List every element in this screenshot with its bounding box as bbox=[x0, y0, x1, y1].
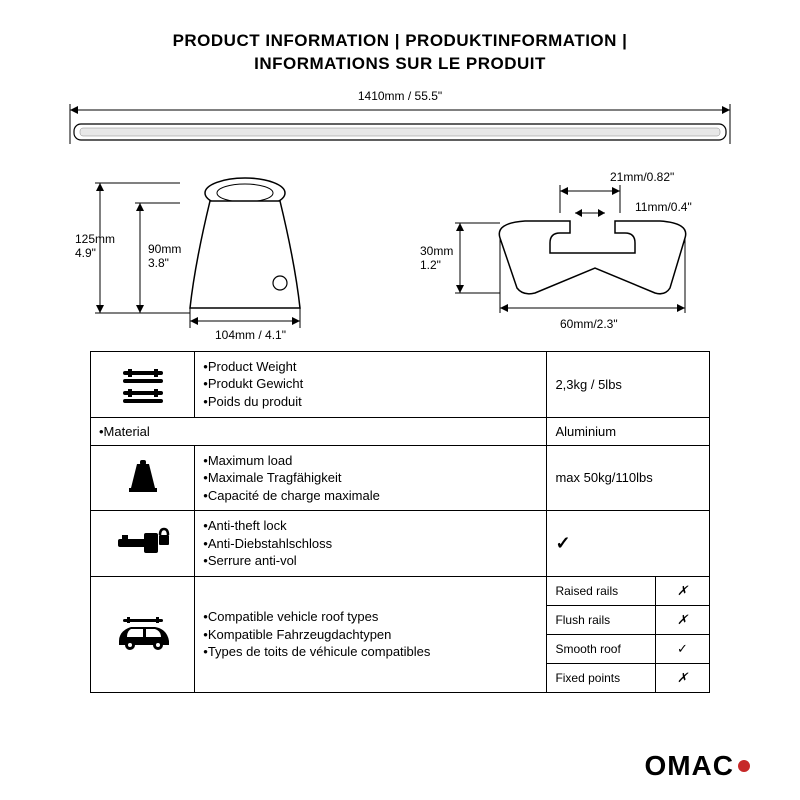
row-lock: •Anti-theft lock •Anti-Diebstahlschloss … bbox=[91, 511, 710, 577]
row-material: •Material Aluminium bbox=[91, 417, 710, 445]
material-value: Aluminium bbox=[547, 417, 710, 445]
compat-raised-val: ✗ bbox=[655, 576, 709, 605]
load-labels: •Maximum load •Maximale Tragfähigkeit •C… bbox=[195, 445, 547, 511]
page-title: PRODUCT INFORMATION | PRODUKTINFORMATION… bbox=[50, 30, 750, 76]
svg-text:1410mm / 55.5": 1410mm / 55.5" bbox=[358, 89, 442, 103]
compat-smooth-val: ✓ bbox=[655, 634, 709, 663]
svg-text:90mm: 90mm bbox=[148, 242, 181, 256]
weight-labels: •Product Weight •Produkt Gewicht •Poids … bbox=[195, 351, 547, 417]
row-load: •Maximum load •Maximale Tragfähigkeit •C… bbox=[91, 445, 710, 511]
compat-flush-val: ✗ bbox=[655, 605, 709, 634]
svg-text:3.8": 3.8" bbox=[148, 256, 169, 270]
compat-flush-label: Flush rails bbox=[547, 605, 655, 634]
load-value: max 50kg/110lbs bbox=[547, 445, 710, 511]
foot-diagram: 125mm 4.9" 90mm 3.8" 104mm / 4.1" bbox=[70, 163, 370, 343]
row-weight: •Product Weight •Produkt Gewicht •Poids … bbox=[91, 351, 710, 417]
svg-text:30mm: 30mm bbox=[420, 244, 453, 258]
svg-text:21mm/0.82": 21mm/0.82" bbox=[610, 170, 674, 184]
spec-table: •Product Weight •Produkt Gewicht •Poids … bbox=[90, 351, 710, 693]
brand-dot-icon bbox=[738, 760, 750, 772]
compat-fixed-val: ✗ bbox=[655, 663, 709, 692]
material-label: •Material bbox=[91, 417, 547, 445]
top-bar-diagram: 1410mm / 55.5" bbox=[50, 88, 750, 148]
svg-text:1.2": 1.2" bbox=[420, 258, 441, 272]
lock-labels: •Anti-theft lock •Anti-Diebstahlschloss … bbox=[195, 511, 547, 577]
weight-value: 2,3kg / 5lbs bbox=[547, 351, 710, 417]
svg-text:104mm / 4.1": 104mm / 4.1" bbox=[215, 328, 286, 342]
lock-value: ✓ bbox=[547, 511, 710, 577]
row-compat: •Compatible vehicle roof types •Kompatib… bbox=[91, 576, 710, 605]
compat-smooth-label: Smooth roof bbox=[547, 634, 655, 663]
load-icon bbox=[91, 445, 195, 511]
profile-diagram: 21mm/0.82" 11mm/0.4" 30mm 1.2" bbox=[410, 163, 730, 343]
svg-text:60mm/2.3": 60mm/2.3" bbox=[560, 317, 618, 331]
compat-fixed-label: Fixed points bbox=[547, 663, 655, 692]
car-icon bbox=[91, 576, 195, 692]
compat-raised-label: Raised rails bbox=[547, 576, 655, 605]
lock-icon bbox=[91, 511, 195, 577]
weight-icon bbox=[91, 351, 195, 417]
svg-text:125mm: 125mm bbox=[75, 232, 115, 246]
svg-text:11mm/0.4": 11mm/0.4" bbox=[635, 200, 692, 214]
brand-logo: OMAC bbox=[644, 750, 750, 782]
compat-labels: •Compatible vehicle roof types •Kompatib… bbox=[195, 576, 547, 692]
svg-text:4.9": 4.9" bbox=[75, 246, 96, 260]
